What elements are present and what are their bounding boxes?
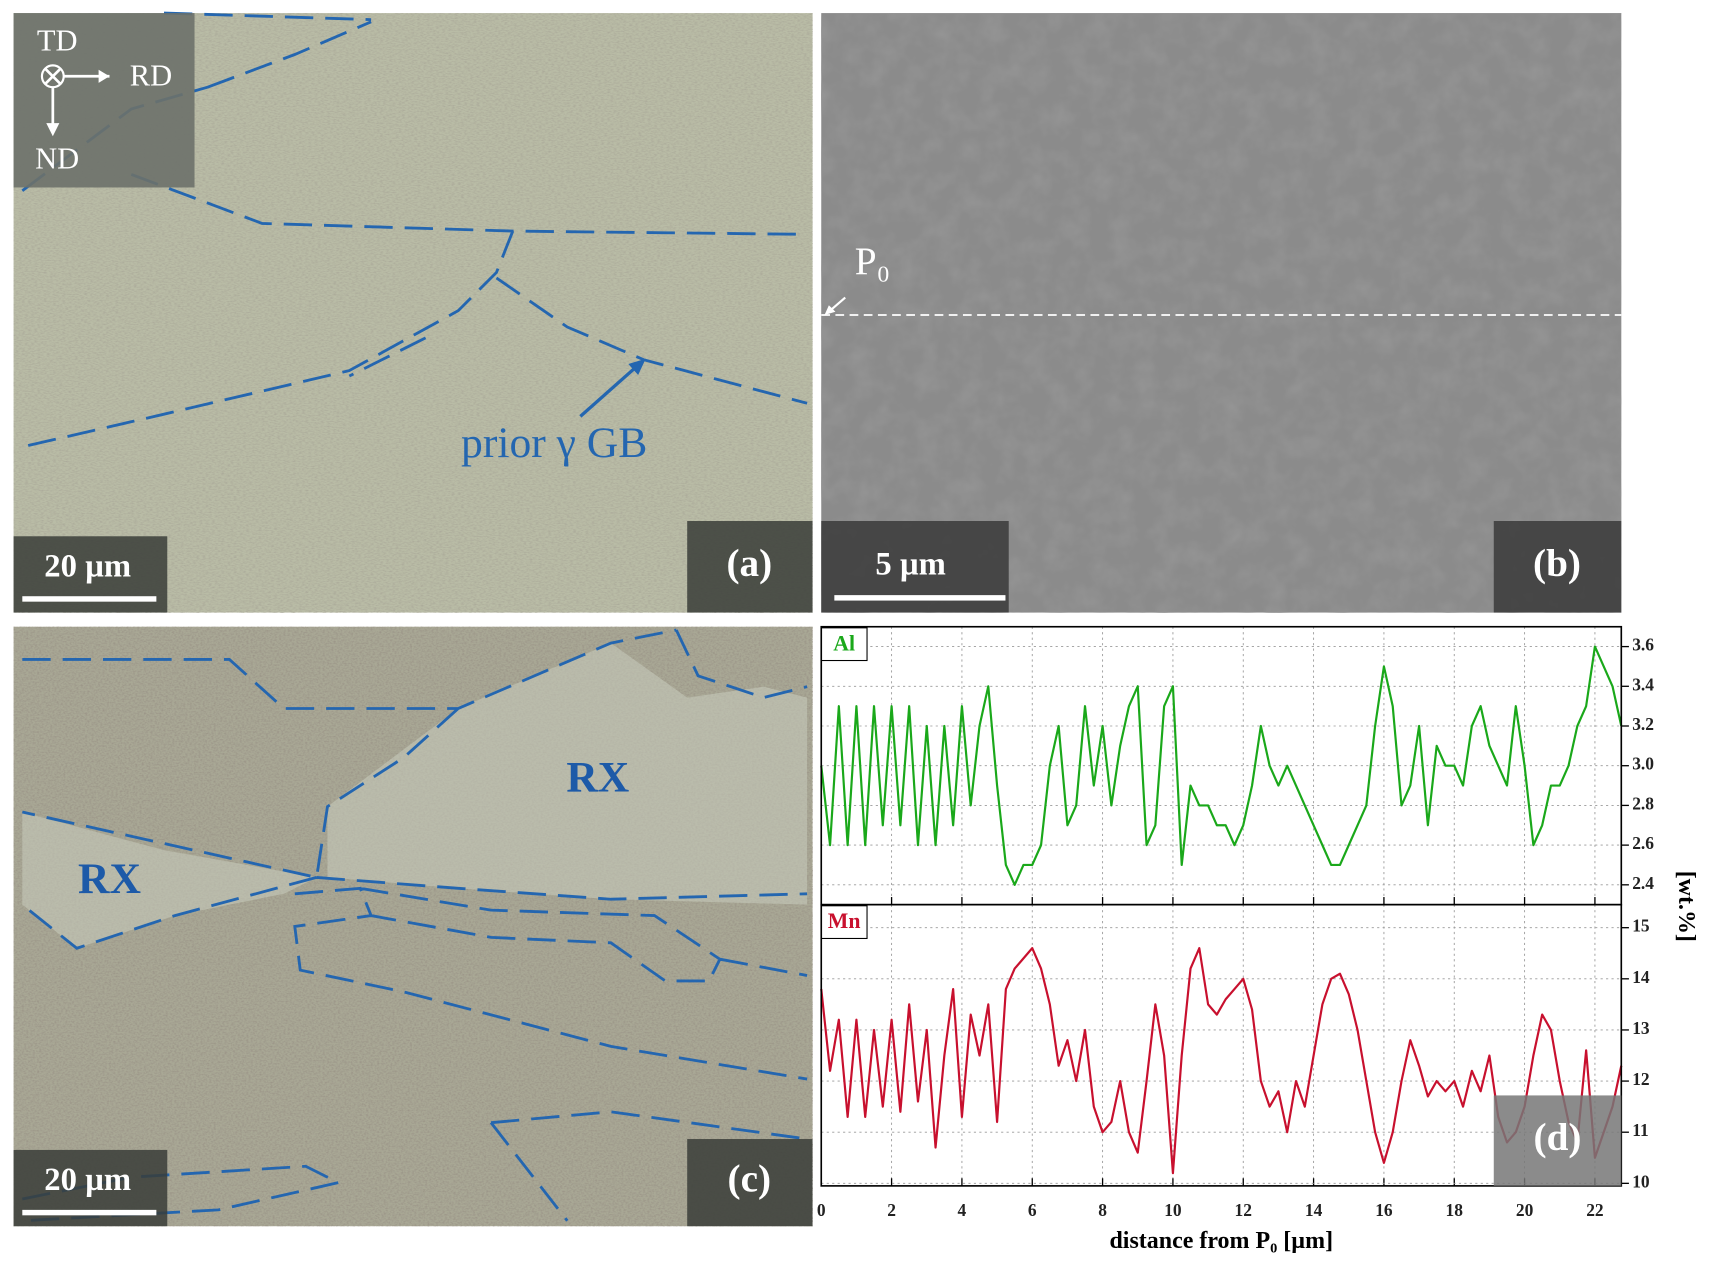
orientation-box bbox=[13, 13, 195, 188]
x-tick-label: 2 bbox=[887, 1200, 896, 1220]
x-axis-label: distance from P₀ [µm] bbox=[1109, 1228, 1333, 1254]
y-tick-label: 12 bbox=[1632, 1069, 1649, 1089]
x-tick-label: 4 bbox=[958, 1200, 967, 1220]
axis-nd: ND bbox=[35, 141, 79, 175]
grain-boundaries bbox=[21, 628, 808, 1223]
axis-rd: RD bbox=[130, 58, 172, 92]
legend-label: Al bbox=[833, 631, 855, 655]
scale-bar bbox=[22, 596, 157, 602]
y-tick-label: 2.4 bbox=[1632, 873, 1654, 893]
legend-box bbox=[820, 905, 868, 940]
annotation: prior γ GB bbox=[461, 419, 647, 467]
y-tick-label: 3.6 bbox=[1632, 635, 1654, 655]
plot-frame bbox=[820, 903, 1623, 1187]
panel-a: TD RD ND prior γ GB 20 µm (a) bbox=[13, 11, 813, 613]
panel-label: (d) bbox=[1534, 1116, 1582, 1159]
panel-label: (b) bbox=[1533, 542, 1581, 585]
panel-label-box bbox=[1493, 521, 1622, 613]
y-tick-label: 2.8 bbox=[1632, 793, 1654, 813]
x-tick-label: 16 bbox=[1375, 1200, 1393, 1220]
micrograph bbox=[821, 13, 1622, 613]
y-tick-label: 3.2 bbox=[1632, 714, 1654, 734]
y-tick-label: 15 bbox=[1632, 916, 1650, 936]
panel-label-box bbox=[687, 1139, 813, 1227]
scale-bar-label: 20 µm bbox=[44, 1162, 131, 1198]
arrow-head bbox=[824, 305, 836, 316]
x-tick-label: 6 bbox=[1028, 1200, 1037, 1220]
y-tick-label: 10 bbox=[1632, 1171, 1650, 1191]
y-tick-label: 13 bbox=[1632, 1018, 1650, 1038]
panel-label-box bbox=[687, 521, 813, 613]
point-label: P₀ bbox=[855, 240, 891, 283]
scale-bar bbox=[834, 595, 1006, 601]
orientation-arrows bbox=[44, 67, 110, 126]
panel-label-box bbox=[1493, 1095, 1622, 1186]
panel-d-chart: 2.4 2.6 2.8 3.0 3.2 3.4 3.6 Al 0 2 4 6 8 10 12 14 16 18 20… bbox=[817, 625, 1699, 1254]
x-tick-label: 12 bbox=[1235, 1200, 1252, 1220]
x-tick-label: 8 bbox=[1098, 1200, 1107, 1220]
y-tick-label: 2.6 bbox=[1632, 833, 1654, 853]
panel-label: (a) bbox=[726, 542, 772, 585]
panel-c: RX RX 20 µm (c) bbox=[13, 626, 813, 1227]
arrow-heads bbox=[46, 69, 110, 137]
region-label: RX bbox=[566, 754, 629, 802]
scale-bar-label: 5 µm bbox=[875, 546, 946, 582]
data-line bbox=[820, 645, 1623, 886]
recrystallized-region bbox=[22, 812, 317, 949]
data-line bbox=[820, 947, 1623, 1175]
annotation-arrow bbox=[579, 363, 640, 418]
axis-td: TD bbox=[37, 24, 78, 58]
region-label: RX bbox=[78, 855, 141, 903]
y-tick-label: 3.0 bbox=[1632, 754, 1654, 774]
x-tick-label: 20 bbox=[1516, 1200, 1534, 1220]
legend-label: Mn bbox=[828, 909, 861, 933]
y-tick-label: 11 bbox=[1632, 1120, 1648, 1140]
x-tick-label: 10 bbox=[1164, 1200, 1182, 1220]
x-tick-label: 18 bbox=[1446, 1200, 1464, 1220]
y-tick-label: 3.4 bbox=[1632, 674, 1654, 694]
x-tick-label: 0 bbox=[817, 1200, 826, 1220]
scale-bar-label: 20 µm bbox=[44, 548, 131, 584]
x-tick-label: 22 bbox=[1586, 1200, 1603, 1220]
x-tick-label: 14 bbox=[1305, 1200, 1323, 1220]
panel-b: P₀ 5 µm (b) bbox=[821, 13, 1622, 613]
y-axis-label: [wt.%] bbox=[1673, 871, 1699, 942]
recrystallized-region bbox=[327, 643, 808, 905]
scale-bar bbox=[22, 1209, 157, 1216]
panel-label: (c) bbox=[728, 1158, 772, 1201]
y-tick-label: 14 bbox=[1632, 967, 1650, 987]
